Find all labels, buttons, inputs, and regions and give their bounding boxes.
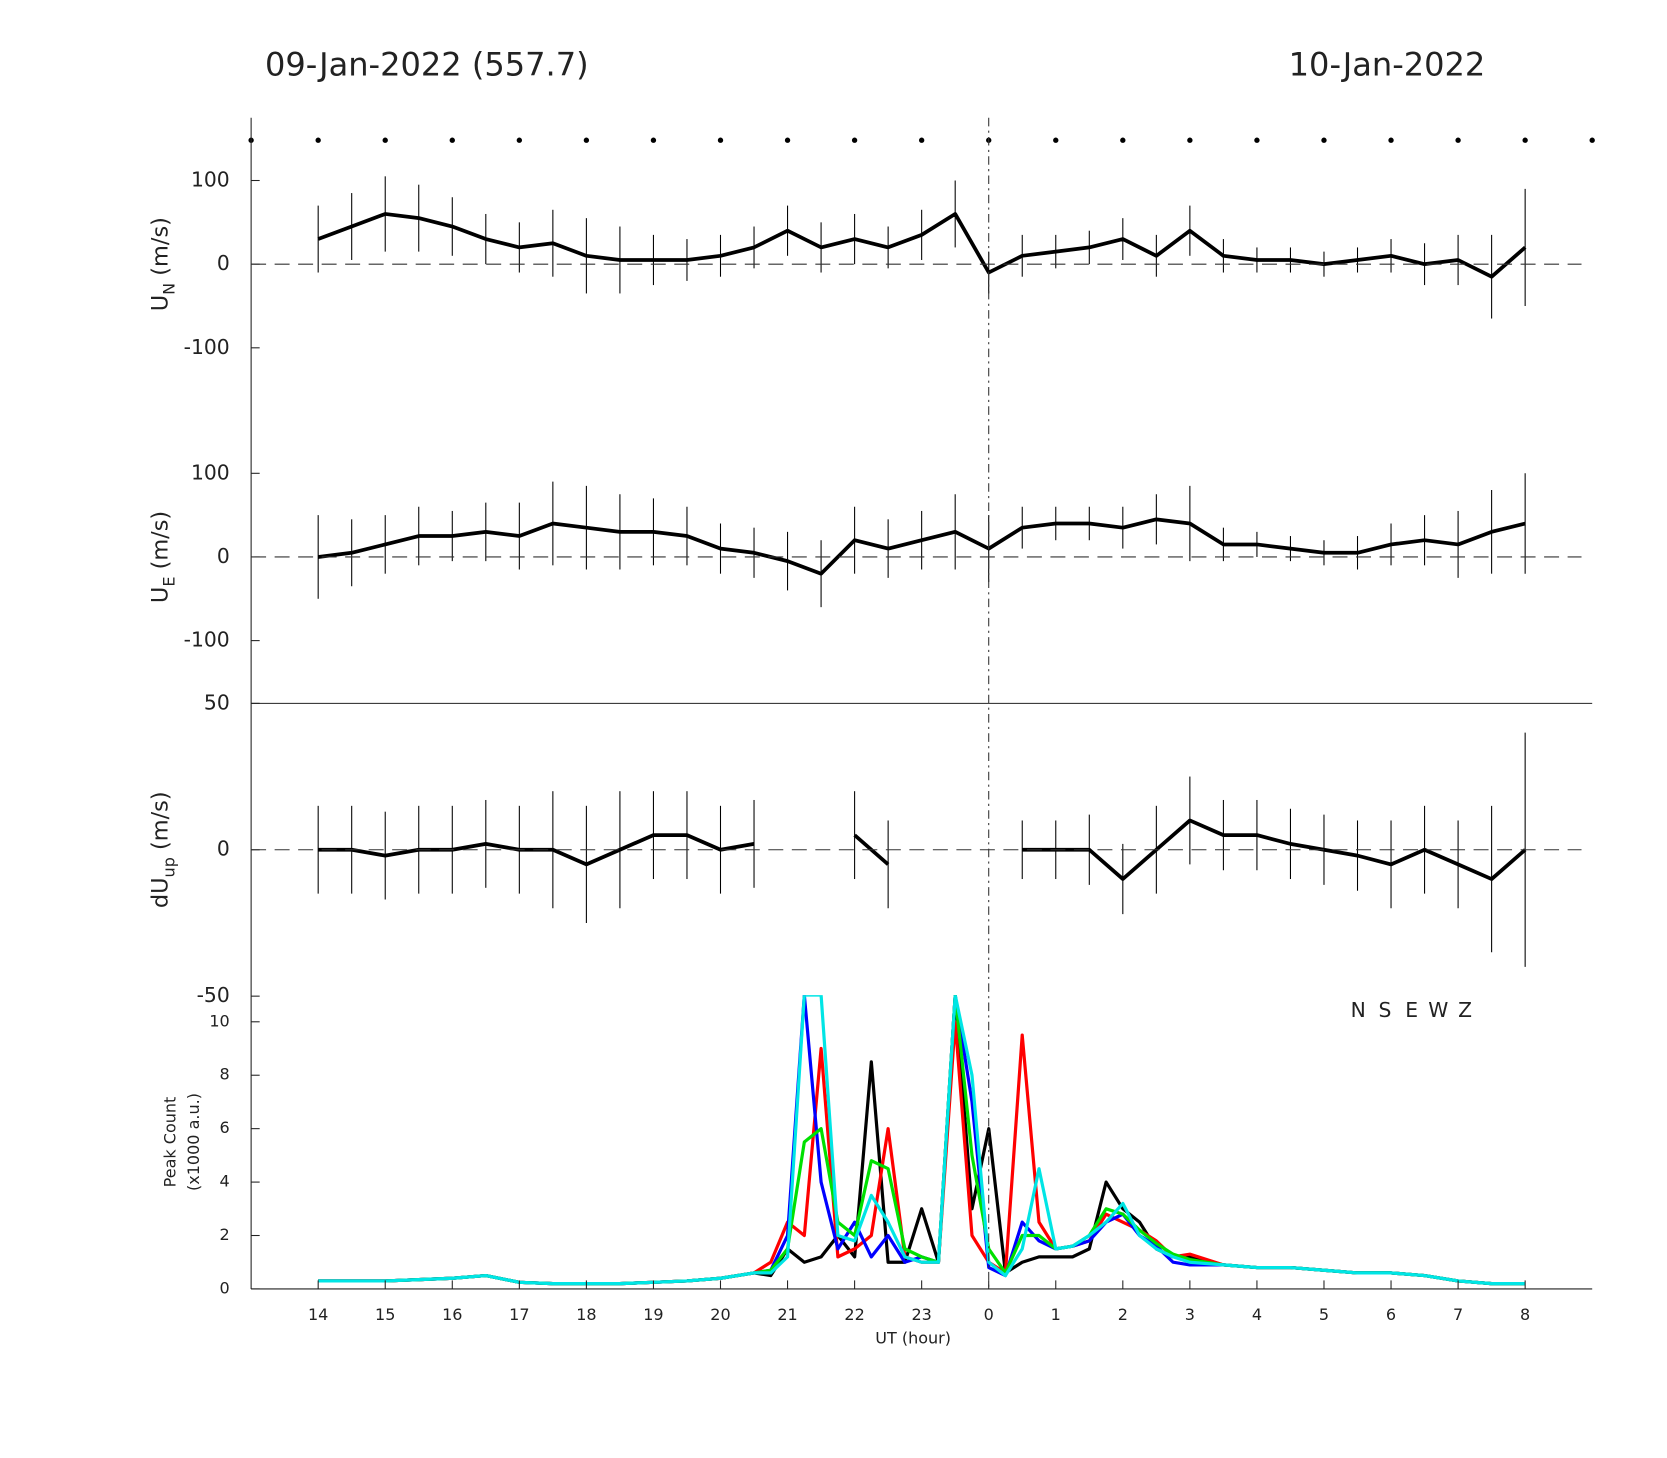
- hour-dot: [1254, 137, 1260, 143]
- x-tick-label: 23: [911, 1305, 931, 1324]
- left-title: 09-Jan-2022 (557.7): [265, 45, 589, 83]
- x-tick-label: 2: [1118, 1305, 1128, 1324]
- hour-dot: [315, 137, 321, 143]
- legend-entry: Z: [1458, 998, 1472, 1022]
- legend-entry: W: [1428, 998, 1448, 1022]
- hour-dot: [1388, 137, 1394, 143]
- hour-dot: [784, 137, 791, 143]
- x-tick-label: 3: [1185, 1305, 1195, 1324]
- x-tick-label: 0: [984, 1305, 994, 1324]
- hour-dot: [1053, 137, 1059, 143]
- x-tick-label: 17: [509, 1305, 529, 1324]
- x-tick-label: 22: [844, 1305, 864, 1324]
- y-tick-label: 10: [209, 1011, 229, 1030]
- hour-dot: [1120, 137, 1126, 143]
- y-axis-label: dUup (m/s): [147, 791, 179, 908]
- y-tick-label: 0: [217, 837, 230, 861]
- y-tick-label: 0: [217, 544, 230, 568]
- x-tick-label: 4: [1252, 1305, 1262, 1324]
- x-tick-label: 20: [710, 1305, 730, 1324]
- panel: [318, 995, 1526, 1286]
- y-tick-label: 100: [191, 168, 230, 192]
- hour-dot: [382, 137, 388, 143]
- hour-dot: [717, 137, 724, 143]
- x-axis-label: UT (hour): [875, 1329, 951, 1348]
- y-label-part: U: [147, 587, 173, 603]
- y-tick-label: -100: [184, 335, 230, 359]
- hour-dot: [583, 137, 590, 143]
- x-tick-label: 18: [576, 1305, 596, 1324]
- x-tick-label: 6: [1386, 1305, 1396, 1324]
- y-tick-label: 100: [191, 460, 230, 484]
- y-tick-label: 4: [220, 1172, 230, 1191]
- hour-dot: [516, 137, 523, 143]
- y-label-subscript: up: [159, 857, 178, 877]
- hour-dot: [918, 137, 925, 143]
- y-tick-label: -100: [184, 628, 230, 652]
- x-tick-label: 7: [1453, 1305, 1463, 1324]
- hour-dot: [650, 137, 657, 143]
- x-tick-label: 14: [308, 1305, 328, 1324]
- y-tick-label: 6: [220, 1118, 230, 1137]
- y-axis-label: UE (m/s): [147, 511, 179, 603]
- hour-dot: [1187, 137, 1193, 143]
- series-line: [317, 517, 1526, 576]
- legend-entry: E: [1405, 998, 1418, 1022]
- y-tick-label: 0: [217, 251, 230, 275]
- y-axis-label: Peak Count: [160, 1097, 179, 1188]
- series-line: [318, 995, 1526, 1286]
- x-tick-label: 5: [1319, 1305, 1329, 1324]
- hour-dot: [851, 137, 858, 143]
- y-label-subscript: N: [159, 283, 178, 295]
- y-tick-label: 50: [204, 690, 230, 714]
- x-tick-label: 8: [1520, 1305, 1530, 1324]
- y-tick-label: -50: [197, 983, 230, 1007]
- right-title: 10-Jan-2022: [1289, 45, 1486, 83]
- y-label-subscript: E: [159, 577, 178, 587]
- hour-dot: [1522, 137, 1528, 143]
- y-tick-label: 2: [220, 1225, 230, 1244]
- y-label-part: U: [147, 295, 173, 311]
- x-tick-label: 1: [1051, 1305, 1061, 1324]
- x-tick-label: 21: [777, 1305, 797, 1324]
- y-tick-label: 8: [220, 1065, 230, 1084]
- x-tick-label: 19: [643, 1305, 663, 1324]
- y-axis-label: (x1000 a.u.): [184, 1093, 203, 1191]
- hour-dot: [1455, 137, 1461, 143]
- legend-entry: S: [1378, 998, 1391, 1022]
- x-tick-label: 15: [375, 1305, 395, 1324]
- y-axis-label: UN (m/s): [147, 217, 179, 311]
- y-label-part: (m/s): [147, 217, 173, 283]
- hour-dot: [1321, 137, 1327, 143]
- y-tick-label: 0: [220, 1278, 230, 1297]
- y-label-part: (m/s): [147, 511, 173, 577]
- legend-entry: N: [1351, 998, 1366, 1022]
- y-label-part: dU: [147, 877, 173, 908]
- x-tick-label: 16: [442, 1305, 462, 1324]
- y-label-part: (m/s): [147, 791, 173, 857]
- hour-dot: [449, 137, 455, 143]
- hour-dot: [1589, 137, 1595, 143]
